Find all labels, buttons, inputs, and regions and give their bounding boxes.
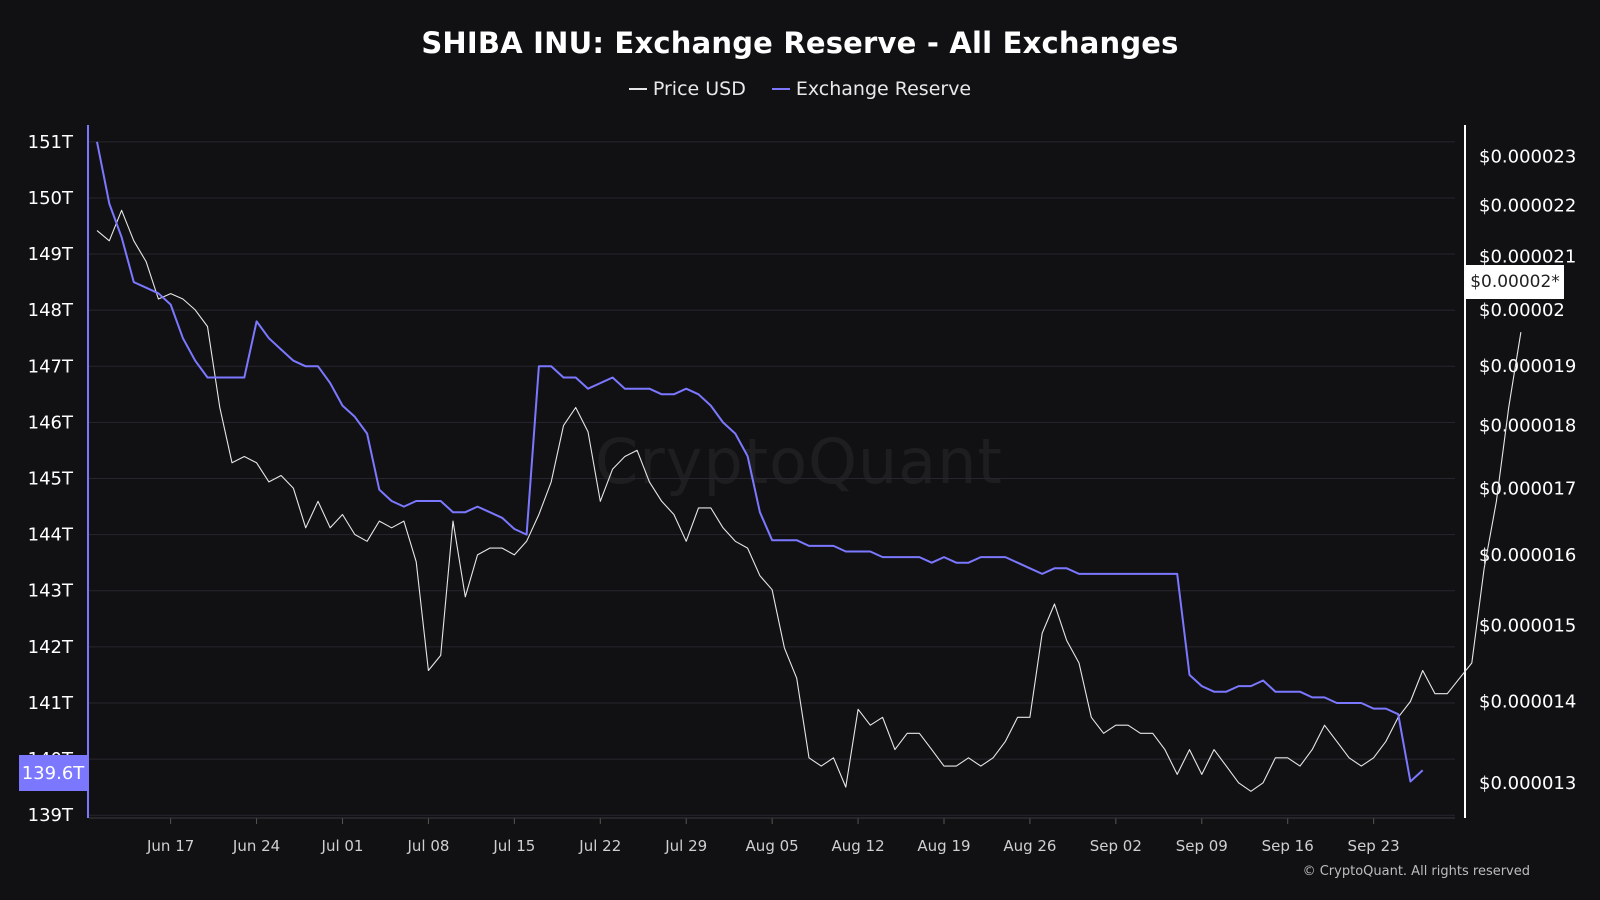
y-right-tick-label: $0.000016	[1479, 545, 1576, 566]
chart-title: SHIBA INU: Exchange Reserve - All Exchan…	[421, 26, 1179, 60]
legend-label-reserve: Exchange Reserve	[795, 78, 972, 100]
reserve-value-badge: 139.6T	[19, 755, 87, 791]
x-tick-label: Jul 01	[321, 837, 364, 855]
y-right-tick-label: $0.000014	[1479, 691, 1576, 712]
y-left-tick-label: 139T	[28, 805, 74, 826]
y-right-tick-label: $0.00002	[1479, 300, 1565, 321]
legend-item-price[interactable]: Price USD	[628, 78, 746, 100]
x-tick-label: Jul 08	[406, 837, 449, 855]
x-tick-label: Sep 23	[1348, 837, 1400, 855]
x-tick-label: Aug 19	[917, 837, 970, 855]
y-left-tick-label: 144T	[28, 525, 74, 546]
x-tick-label: Aug 05	[746, 837, 799, 855]
legend: Price USD Exchange Reserve	[0, 78, 1600, 100]
x-tick-label: Sep 09	[1176, 837, 1228, 855]
y-left-tick-label: 145T	[28, 469, 74, 490]
y-left-tick-label: 141T	[28, 693, 74, 714]
legend-swatch-price	[628, 88, 647, 90]
y-left-tick-label: 146T	[28, 412, 74, 433]
x-tick-label: Jul 29	[664, 837, 707, 855]
x-tick-label: Sep 02	[1090, 837, 1142, 855]
series-layer	[96, 141, 1522, 792]
x-tick-label: Jun 17	[146, 837, 194, 855]
y-right-tick-label: $0.000021	[1479, 246, 1576, 267]
y-left-tick-label: 143T	[28, 581, 74, 602]
series-line-price-usd	[96, 209, 1522, 792]
legend-item-reserve[interactable]: Exchange Reserve	[771, 78, 972, 100]
x-tick-label: Jul 15	[492, 837, 535, 855]
y-right-tick-label: $0.000018	[1479, 416, 1576, 437]
series-line-exchange-reserve	[96, 141, 1424, 783]
y-left-tick-label: 148T	[28, 300, 74, 321]
price-value-badge: $0.00002*	[1466, 265, 1564, 299]
copyright: © CryptoQuant. All rights reserved	[1302, 864, 1530, 879]
legend-label-price: Price USD	[652, 78, 746, 100]
x-tick-label: Jul 22	[578, 837, 621, 855]
watermark: CryptoQuant	[595, 425, 1003, 498]
x-tick-label: Sep 16	[1262, 837, 1314, 855]
x-tick-label: Aug 12	[831, 837, 884, 855]
y-left-tick-label: 147T	[28, 356, 74, 377]
y-right-tick-label: $0.000019	[1479, 356, 1576, 377]
y-left-tick-label: 142T	[28, 637, 74, 658]
legend-swatch-reserve	[771, 88, 790, 90]
x-tick-label: Aug 26	[1003, 837, 1056, 855]
y-right-tick-label: $0.000017	[1479, 478, 1576, 499]
y-right-tick-label: $0.000013	[1479, 773, 1576, 794]
x-tick-label: Jun 24	[232, 837, 280, 855]
y-left-tick-label: 150T	[28, 188, 74, 209]
y-left-tick-label: 149T	[28, 244, 74, 265]
y-left-tick-label: 151T	[28, 132, 74, 153]
y-right-tick-label: $0.000023	[1479, 147, 1576, 168]
grid-layer	[89, 141, 1455, 816]
axis-layer: 151T 150T 149T 148T 147T 146T 145T 144T 143T 142T…	[28, 125, 1576, 855]
y-right-tick-label: $0.000015	[1479, 616, 1576, 637]
y-right-tick-label: $0.000022	[1479, 195, 1576, 216]
